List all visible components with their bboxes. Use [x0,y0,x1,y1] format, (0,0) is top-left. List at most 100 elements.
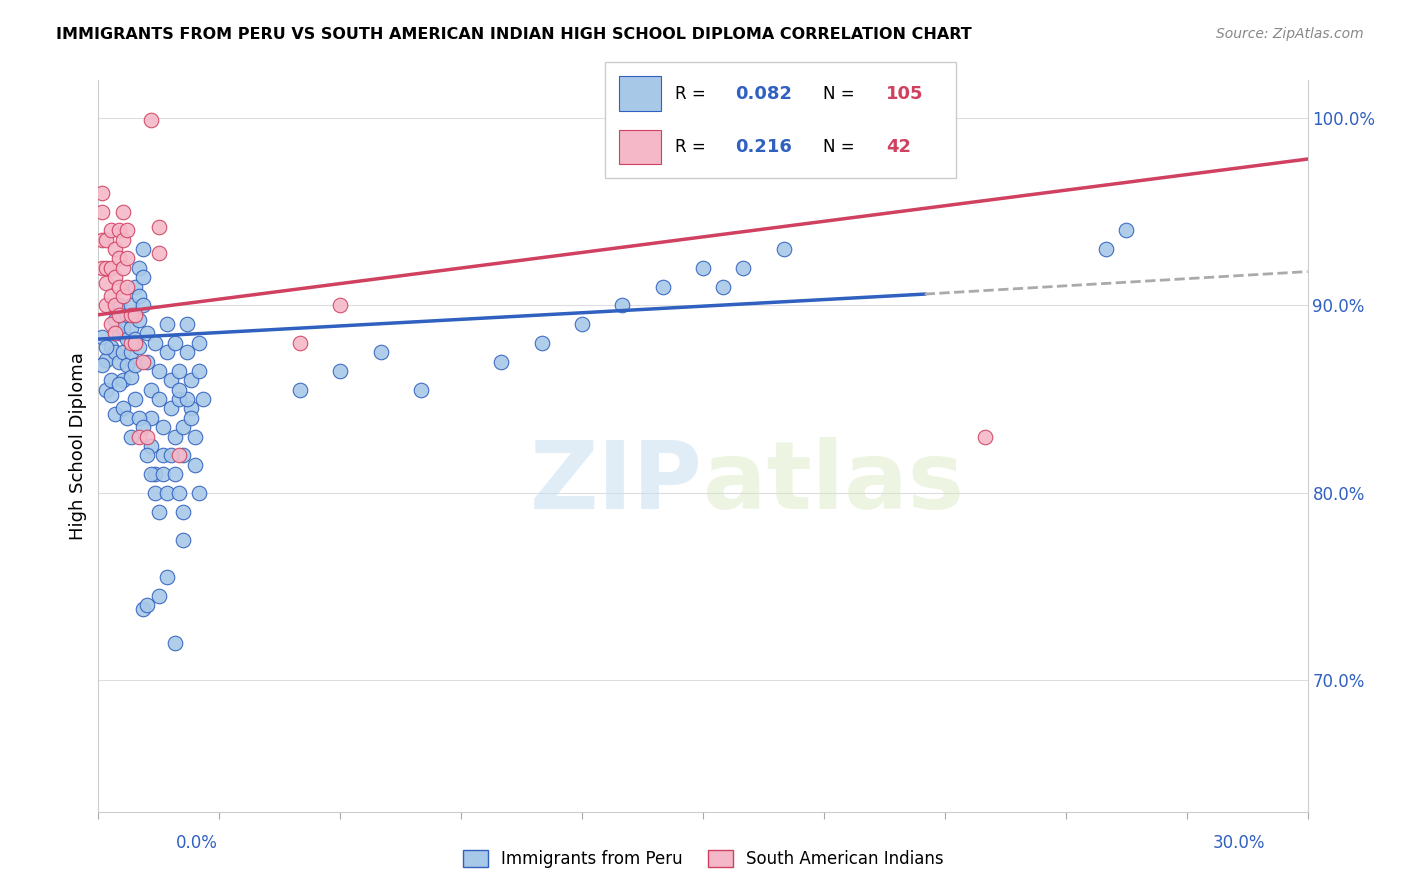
Point [107,223,129,237]
Point [180,401,202,416]
Point [103,270,125,285]
Point [974,429,997,443]
Point [148,364,170,378]
Point [128,313,150,327]
Point [103,298,125,312]
Point [96,276,118,290]
Point [120,335,142,350]
Point [124,359,146,373]
Text: 0.216: 0.216 [734,138,792,156]
Point [103,242,125,256]
Point [107,252,129,266]
Point [180,373,202,387]
Point [103,326,125,341]
Point [184,429,207,443]
Point [96,298,118,312]
Point [156,486,179,500]
Point [156,345,179,359]
Point [128,260,150,275]
Point [135,449,157,463]
Point [329,298,352,312]
Point [163,335,186,350]
Point [128,340,150,354]
Point [107,377,129,392]
Point [100,260,122,275]
FancyBboxPatch shape [605,62,956,178]
Point [152,420,174,434]
Point [115,252,138,266]
Text: 105: 105 [886,85,924,103]
Point [111,401,134,416]
Point [163,467,186,482]
Point [176,392,198,406]
Text: IMMIGRANTS FROM PERU VS SOUTH AMERICAN INDIAN HIGH SCHOOL DIPLOMA CORRELATION CH: IMMIGRANTS FROM PERU VS SOUTH AMERICAN I… [56,27,972,42]
Point [96,340,118,354]
Point [115,332,138,346]
Point [167,449,190,463]
Point [91,260,114,275]
Point [139,439,162,453]
Point [733,260,755,275]
Point [124,335,146,350]
Point [163,429,186,443]
Y-axis label: High School Diploma: High School Diploma [69,352,87,540]
Text: R =: R = [675,138,711,156]
Point [124,279,146,293]
Text: Source: ZipAtlas.com: Source: ZipAtlas.com [1216,27,1364,41]
Point [100,388,122,402]
Point [329,364,352,378]
Point [167,364,190,378]
Point [115,359,138,373]
Point [111,204,134,219]
Point [132,270,155,285]
Point [100,340,122,354]
Point [91,233,114,247]
Point [107,308,129,322]
Point [188,486,211,500]
Point [1095,242,1118,256]
Point [409,383,432,397]
Point [772,242,794,256]
Point [156,570,179,584]
Point [120,369,142,384]
Point [96,260,118,275]
Point [103,407,125,421]
Point [111,345,134,359]
Point [176,345,198,359]
Point [139,467,162,482]
Point [172,533,194,547]
Text: 42: 42 [886,138,911,156]
Point [124,308,146,322]
Point [160,401,183,416]
Point [115,308,138,322]
Point [139,410,162,425]
Point [111,321,134,335]
Point [124,392,146,406]
Text: N =: N = [823,85,859,103]
Point [1115,223,1137,237]
Point [612,298,634,312]
Text: atlas: atlas [703,436,965,529]
Point [107,279,129,293]
Point [111,260,134,275]
Point [167,392,190,406]
Point [184,458,207,472]
Point [107,326,129,341]
Point [96,233,118,247]
Point [176,317,198,331]
Point [143,467,166,482]
Point [188,364,211,378]
Point [115,410,138,425]
Point [103,345,125,359]
Point [491,354,513,368]
Point [193,392,215,406]
Point [111,233,134,247]
Point [100,317,122,331]
Text: R =: R = [675,85,711,103]
Point [115,223,138,237]
Text: 0.082: 0.082 [734,85,792,103]
Point [167,486,190,500]
Point [180,410,202,425]
Text: 30.0%: 30.0% [1213,834,1265,852]
Point [96,352,118,367]
